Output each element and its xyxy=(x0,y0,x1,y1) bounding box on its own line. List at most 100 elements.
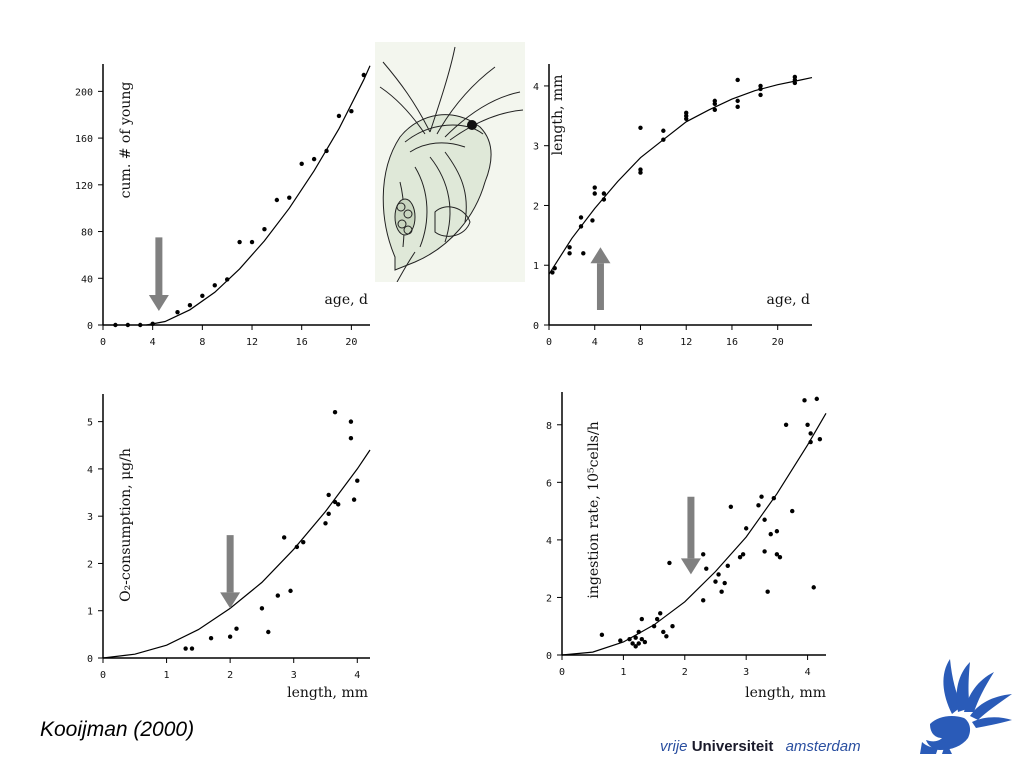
data-point xyxy=(336,502,341,507)
university-universiteit: Universiteit xyxy=(691,738,774,755)
x-tick-label: 4 xyxy=(592,337,598,348)
x-tick-label: 1 xyxy=(164,670,170,681)
data-point xyxy=(332,409,338,415)
data-point xyxy=(189,646,195,651)
data-point xyxy=(200,293,205,298)
y-axis-label: ingestion rate, 10⁵cells/h xyxy=(586,421,602,598)
data-point xyxy=(713,579,718,584)
x-axis-label: age, d xyxy=(767,292,810,308)
y-tick-label: 0 xyxy=(546,651,552,662)
data-point xyxy=(187,302,193,308)
data-point xyxy=(808,439,813,445)
y-tick-label: 0 xyxy=(533,321,539,332)
data-point xyxy=(349,109,354,114)
data-point xyxy=(661,629,666,635)
data-point xyxy=(762,517,767,522)
data-point xyxy=(262,227,267,232)
data-point xyxy=(324,148,329,154)
y-tick-label: 2 xyxy=(546,593,552,604)
data-point xyxy=(249,239,255,245)
data-point xyxy=(684,110,689,116)
y-tick-label: 4 xyxy=(533,82,539,93)
data-point xyxy=(792,74,798,80)
y-tick-label: 5 xyxy=(87,418,93,429)
data-point xyxy=(790,508,795,514)
chart-ingestion: 0 1 2 3 4 0 2 4 6 8 ingestion rate, 10⁵cells/h leng… xyxy=(546,392,827,701)
data-point xyxy=(266,629,271,635)
data-point xyxy=(336,113,342,119)
data-point xyxy=(599,632,605,638)
x-tick-label: 8 xyxy=(199,337,205,348)
university-vrije: vrije xyxy=(660,738,688,755)
data-point xyxy=(326,511,331,517)
data-point xyxy=(630,641,635,646)
data-point xyxy=(758,92,763,98)
data-point xyxy=(183,646,188,651)
data-point xyxy=(664,634,669,639)
university-amsterdam: amsterdam xyxy=(785,738,861,755)
data-point xyxy=(771,495,777,501)
data-point xyxy=(712,98,718,104)
data-point xyxy=(756,503,761,508)
data-point xyxy=(618,638,623,643)
y-tick-label: 1 xyxy=(533,261,539,272)
y-tick-label: 1 xyxy=(87,607,93,618)
data-point xyxy=(138,322,143,328)
x-tick-label: 4 xyxy=(805,667,811,678)
x-axis-label: age, d xyxy=(325,292,368,308)
data-point xyxy=(311,156,317,162)
y-tick-label: 6 xyxy=(546,478,552,489)
y-tick-label: 4 xyxy=(546,536,552,547)
data-point xyxy=(651,624,657,629)
data-point xyxy=(661,128,666,133)
data-point xyxy=(301,539,306,545)
data-point xyxy=(627,636,632,642)
citation: Kooijman (2000) xyxy=(40,718,195,741)
data-point xyxy=(633,644,638,649)
data-point xyxy=(654,616,660,622)
data-point xyxy=(805,422,810,427)
data-point xyxy=(735,77,740,83)
y-tick-label: 80 xyxy=(81,228,93,239)
arrow-head xyxy=(680,558,701,575)
data-point xyxy=(642,639,648,645)
y-tick-label: 0 xyxy=(87,321,93,332)
data-point xyxy=(348,419,354,424)
data-point xyxy=(208,635,214,641)
data-point xyxy=(581,251,586,256)
data-point xyxy=(601,191,607,196)
data-point xyxy=(259,606,265,611)
data-point xyxy=(774,529,780,534)
data-point xyxy=(592,185,597,190)
data-point xyxy=(777,554,783,560)
data-point xyxy=(323,521,328,526)
data-point xyxy=(567,245,572,250)
data-point xyxy=(348,435,354,441)
data-point xyxy=(740,552,746,557)
data-point xyxy=(639,616,645,622)
x-tick-label: 1 xyxy=(620,667,626,678)
x-tick-label: 16 xyxy=(296,337,308,348)
data-point xyxy=(212,283,217,288)
data-point xyxy=(722,580,727,586)
arrow-head xyxy=(590,247,611,264)
data-point xyxy=(633,635,638,640)
data-point xyxy=(288,588,293,594)
data-point xyxy=(552,266,557,271)
x-tick-label: 2 xyxy=(227,670,233,681)
x-tick-label: 2 xyxy=(682,667,688,678)
x-tick-label: 4 xyxy=(354,670,360,681)
data-point xyxy=(332,499,338,505)
y-tick-label: 4 xyxy=(87,465,93,476)
data-point xyxy=(224,277,230,282)
y-tick-label: 2 xyxy=(87,559,93,570)
data-point xyxy=(725,563,730,568)
data-point xyxy=(237,239,242,245)
data-point xyxy=(774,552,780,557)
x-tick-label: 8 xyxy=(637,337,643,348)
x-axis-label: length, mm xyxy=(745,685,826,701)
data-point xyxy=(113,322,118,328)
data-point xyxy=(817,436,823,442)
x-tick-label: 16 xyxy=(726,337,738,348)
